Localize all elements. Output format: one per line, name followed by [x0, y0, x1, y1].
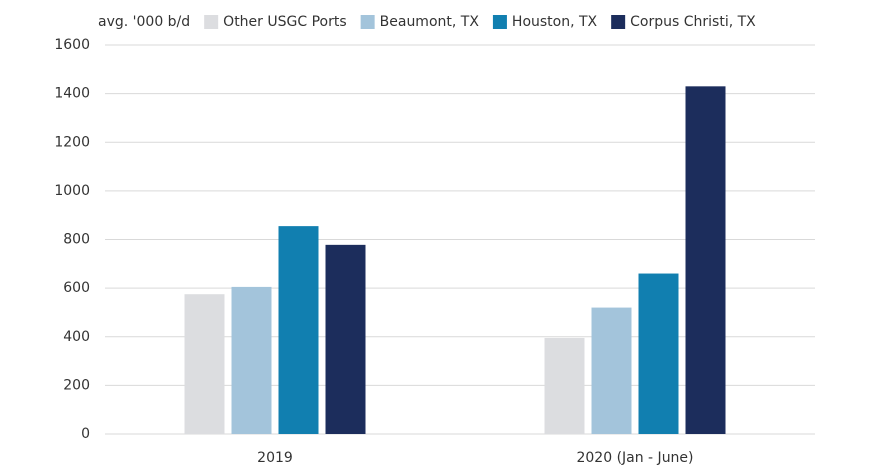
legend-swatch — [360, 15, 375, 29]
bar — [638, 273, 679, 434]
bar — [231, 286, 272, 434]
bar — [544, 337, 585, 434]
x-tick-label: 2019 — [257, 450, 293, 465]
legend-swatch — [204, 15, 219, 29]
y-tick-label: 200 — [63, 377, 90, 393]
legend-label: Beaumont, TX — [380, 14, 480, 30]
bar — [591, 307, 632, 434]
legend-swatch — [611, 15, 626, 29]
y-tick-label: 1400 — [54, 86, 90, 102]
bar — [278, 226, 319, 434]
bar — [325, 244, 366, 434]
bar — [184, 294, 225, 434]
y-tick-label: 600 — [63, 280, 90, 296]
y-tick-label: 1000 — [54, 183, 90, 199]
bar — [685, 86, 726, 435]
y-tick-label: 400 — [63, 329, 90, 345]
y-tick-label: 0 — [81, 426, 90, 442]
legend-label: Other USGC Ports — [223, 14, 346, 30]
y-tick-label: 1200 — [54, 134, 90, 150]
legend-swatch — [492, 15, 507, 29]
legend-label: Houston, TX — [512, 14, 598, 30]
y-tick-label: 1600 — [54, 37, 90, 53]
legend-label: Corpus Christi, TX — [630, 14, 756, 30]
y-unit-label: avg. '000 b/d — [98, 14, 190, 30]
y-tick-label: 800 — [63, 232, 90, 248]
x-tick-label: 2020 (Jan - June) — [576, 450, 693, 465]
